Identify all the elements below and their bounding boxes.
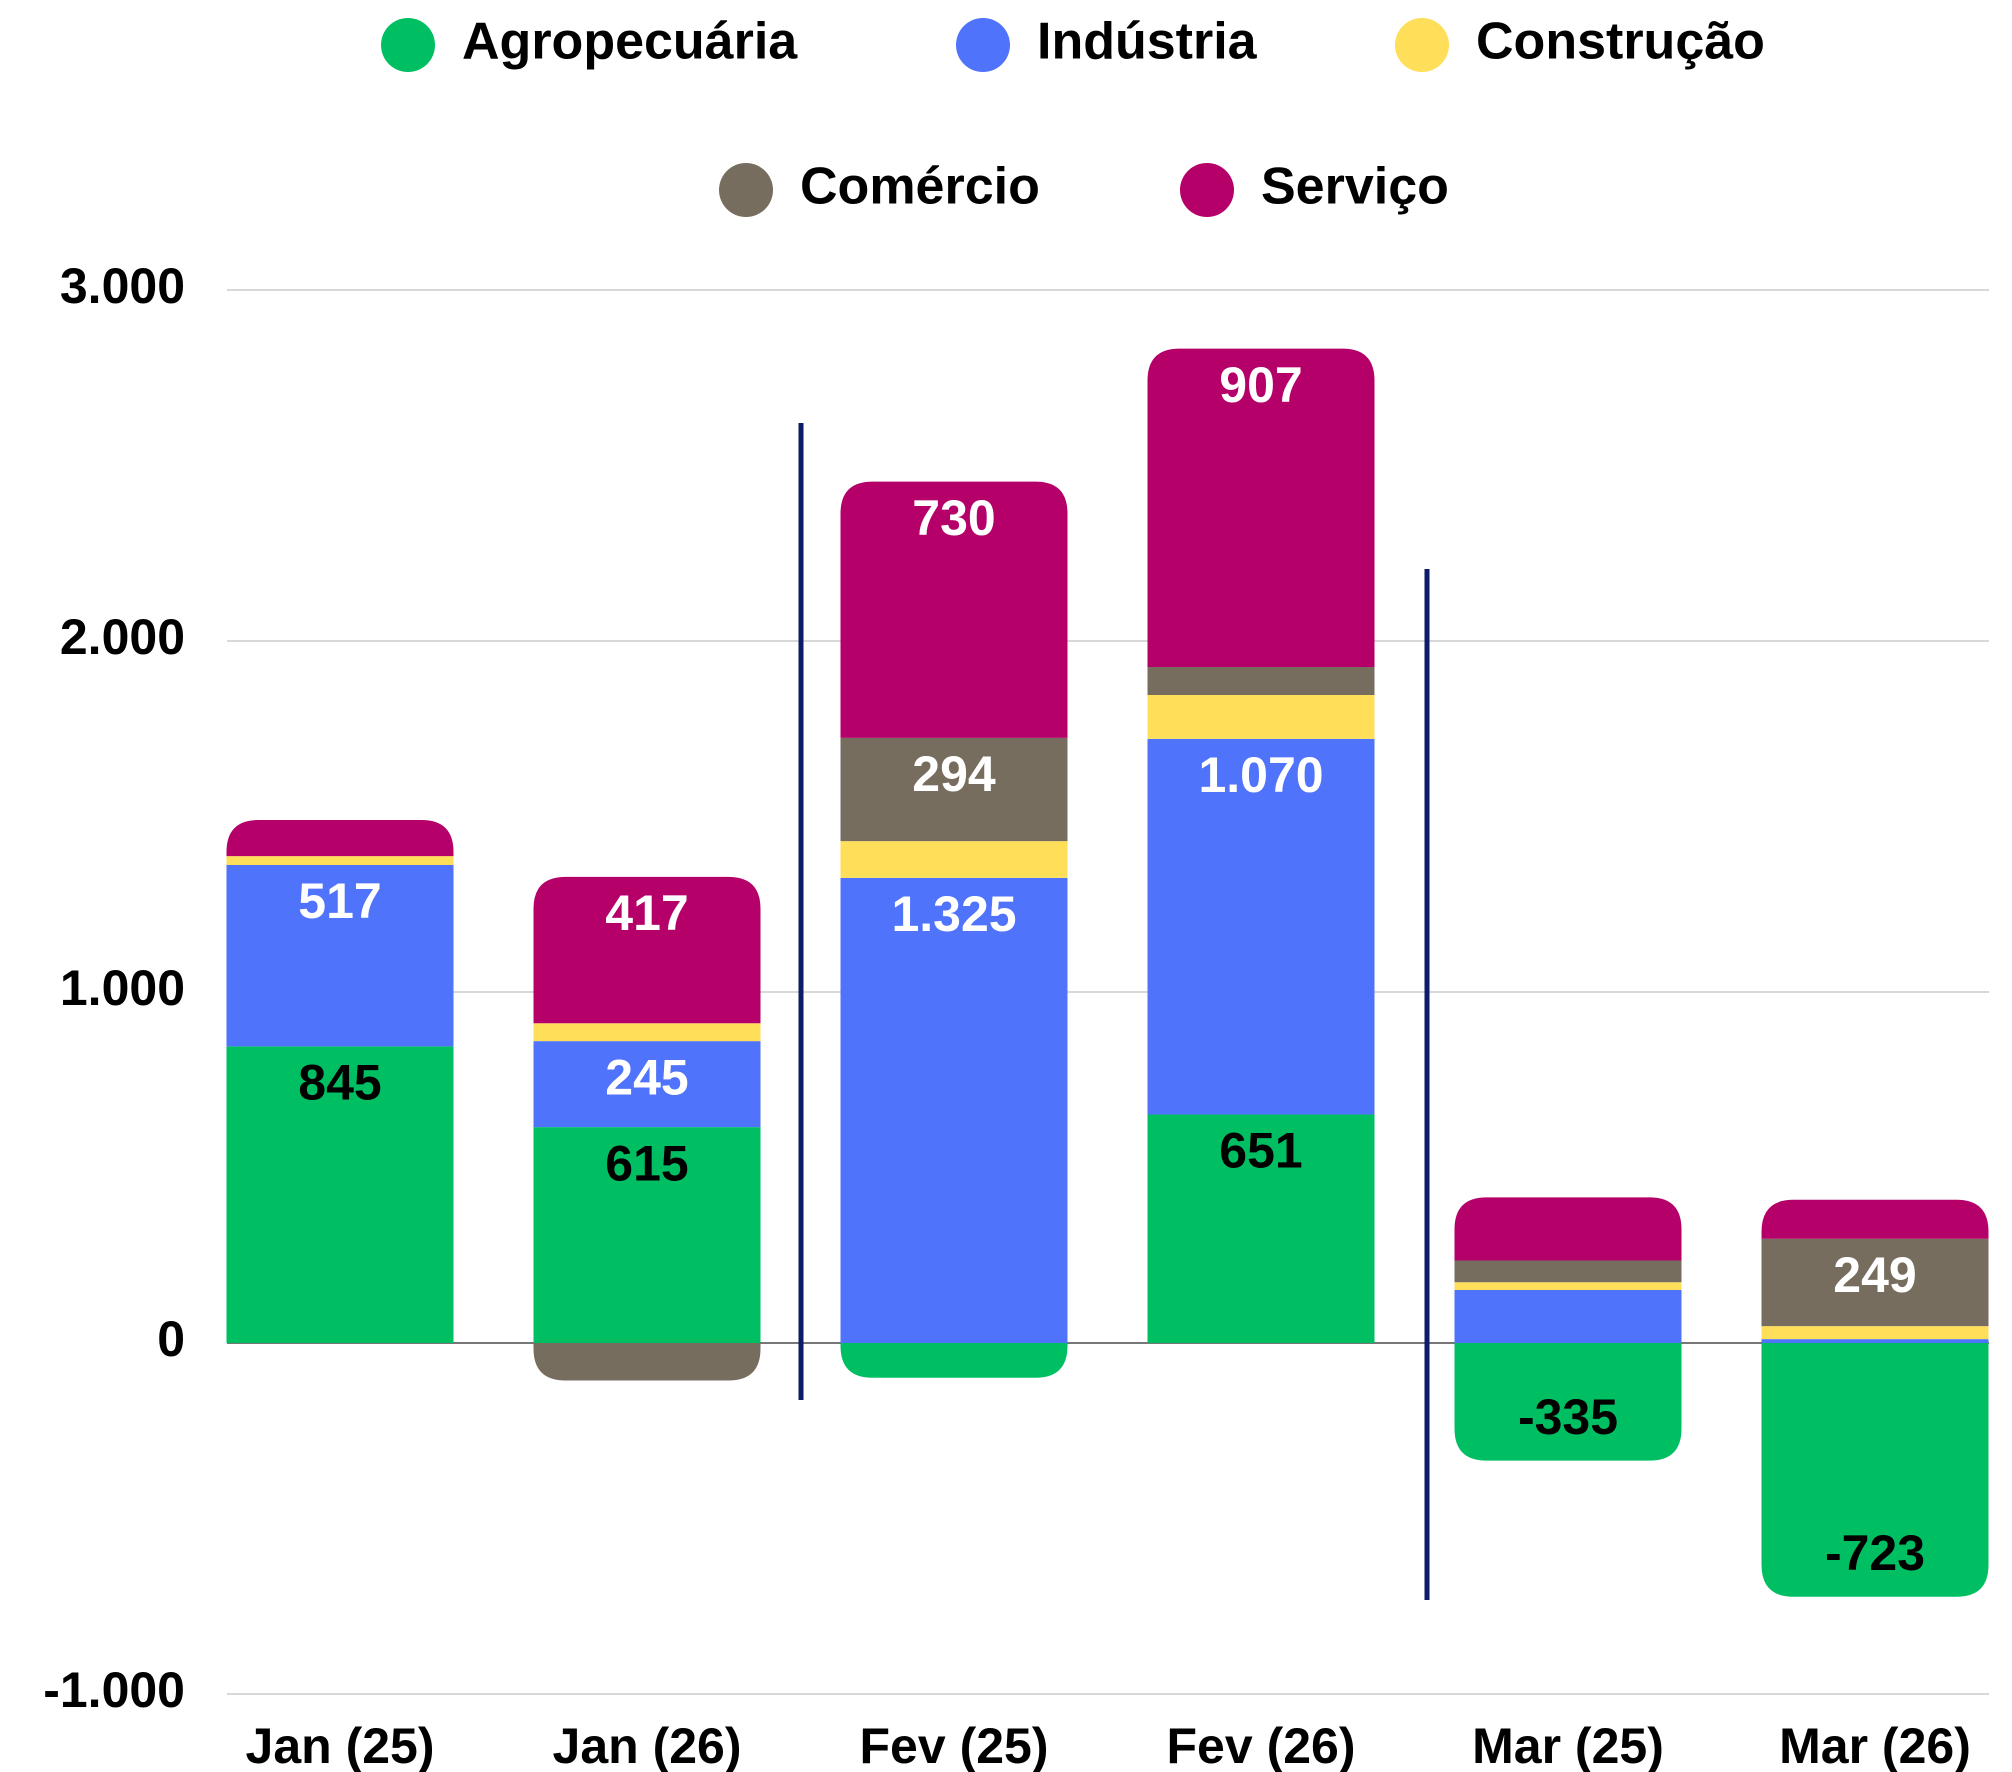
grid <box>227 289 1989 1695</box>
data-label: -723 <box>1825 1525 1925 1581</box>
legend-label: Comércio <box>800 158 1040 216</box>
bar-segment <box>533 1127 761 1343</box>
x-tick-label: Fev (26) <box>1167 1718 1356 1772</box>
legend-swatch <box>956 18 1010 72</box>
bar-segment <box>1147 666 1375 696</box>
bar-segment <box>1454 1197 1682 1261</box>
data-label: 249 <box>1833 1247 1916 1303</box>
y-tick-label: 2.000 <box>60 609 185 665</box>
y-tick-label: -1.000 <box>43 1662 185 1718</box>
bar-segment <box>1147 695 1375 739</box>
bar-segment <box>226 864 454 1047</box>
bar-segment <box>840 1343 1068 1378</box>
data-label: 245 <box>605 1049 688 1105</box>
bar-segment <box>840 481 1068 738</box>
bar-segment <box>226 820 454 857</box>
bar-segment <box>840 877 1068 1343</box>
bar-segment <box>840 737 1068 842</box>
bar-segment <box>1454 1282 1682 1290</box>
bar-segment <box>533 876 761 1024</box>
data-label: 294 <box>912 746 996 802</box>
legend-label: Agropecuária <box>462 13 798 71</box>
bar-segment <box>1761 1199 1989 1239</box>
x-tick-label: Mar (25) <box>1472 1718 1664 1772</box>
bar-segment <box>1761 1326 1989 1340</box>
data-label: 517 <box>298 873 381 929</box>
data-label: 1.070 <box>1198 747 1323 803</box>
y-tick-label: 0 <box>157 1311 185 1367</box>
legend-label: Serviço <box>1261 158 1449 216</box>
bar-segment <box>1147 1114 1375 1343</box>
bar-segment <box>1761 1343 1989 1597</box>
bar-segment <box>226 1046 454 1343</box>
y-tick-label: 1.000 <box>60 960 185 1016</box>
labels: -1.000 0 1.000 2.000 3.000 Agropecuária Indúst… <box>43 13 1971 1772</box>
legend-swatch <box>1180 163 1234 217</box>
data-label: 1.325 <box>891 886 1016 942</box>
bar-segment <box>1454 1260 1682 1283</box>
bar-segment <box>533 1023 761 1042</box>
bar-segment <box>1761 1238 1989 1327</box>
data-label: 651 <box>1219 1123 1302 1179</box>
x-tick-label: Mar (26) <box>1779 1718 1971 1772</box>
legend-swatch <box>1395 18 1449 72</box>
y-tick-label: 3.000 <box>60 258 185 314</box>
x-tick-label: Fev (25) <box>860 1718 1049 1772</box>
legend-label: Construção <box>1476 13 1765 71</box>
bar-segment <box>533 1343 761 1381</box>
bar-segment <box>1454 1289 1682 1343</box>
bar-segment <box>1147 348 1375 667</box>
bar-segment <box>840 841 1068 878</box>
data-label: -335 <box>1518 1389 1618 1445</box>
data-label: 907 <box>1219 357 1302 413</box>
bar-segment <box>1454 1343 1682 1461</box>
legend-swatch <box>719 163 773 217</box>
data-label: 615 <box>605 1135 688 1191</box>
data-label: 730 <box>912 490 995 546</box>
bar-segment <box>1147 738 1375 1115</box>
data-label: 845 <box>298 1055 381 1111</box>
bars <box>226 348 1989 1597</box>
data-label: 417 <box>605 885 688 941</box>
bar-segment <box>533 1041 761 1128</box>
legend-label: Indústria <box>1037 13 1258 71</box>
bar-segment <box>1761 1339 1989 1343</box>
x-tick-label: Jan (25) <box>246 1718 435 1772</box>
bar-segment <box>226 856 454 865</box>
legend-swatch <box>381 18 435 72</box>
x-tick-label: Jan (26) <box>553 1718 742 1772</box>
